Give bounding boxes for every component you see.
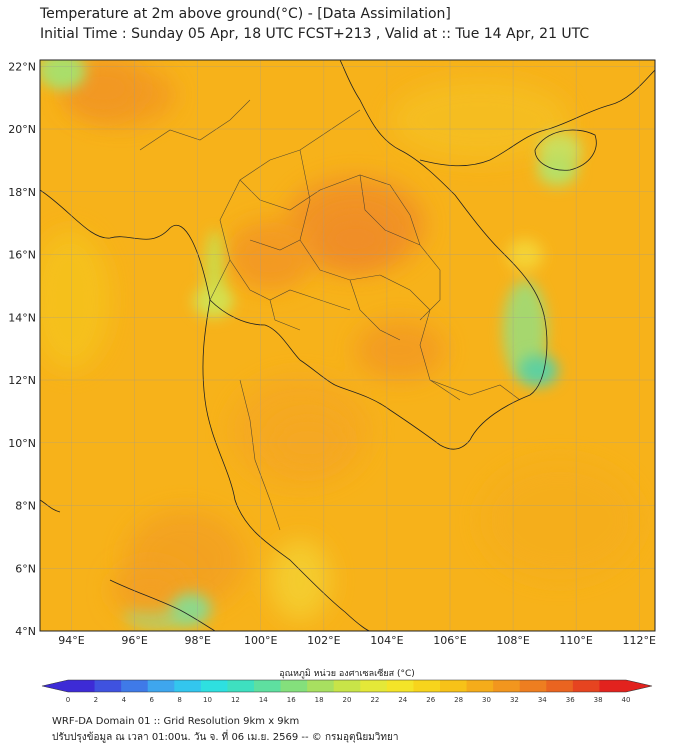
- colorbar-tick-label: 12: [231, 696, 240, 704]
- lon-tick-label: 110°E: [559, 634, 592, 647]
- cool-zone-tenasserim-hills: [193, 285, 234, 318]
- colorbar-segment: [599, 680, 627, 692]
- colorbar-tick-label: 14: [259, 696, 268, 704]
- colorbar-segment: [200, 680, 228, 692]
- chart-title-line1: Temperature at 2m above ground(°C) - [Da…: [40, 6, 451, 22]
- footer-line2: ปรับปรุงข้อมูล ณ เวลา 01:00น. วัน จ. ที่…: [52, 732, 399, 743]
- lon-tick-label: 100°E: [244, 634, 277, 647]
- colorbar-segment: [121, 680, 149, 692]
- temperature-field: [40, 60, 640, 629]
- colorbar-max-arrow: [626, 680, 652, 692]
- colorbar-segment: [307, 680, 335, 692]
- lat-tick-label: 16°N: [8, 249, 36, 262]
- colorbar-tick-label: 24: [398, 696, 407, 704]
- colorbar-tick-label: 8: [177, 696, 181, 704]
- colorbar-segment: [227, 680, 255, 692]
- lat-tick-label: 4°N: [15, 625, 36, 638]
- colorbar-tick-label: 6: [149, 696, 154, 704]
- colorbar-segment: [94, 680, 122, 692]
- lat-tick-label: 10°N: [8, 437, 36, 450]
- lon-tick-label: 104°E: [370, 634, 403, 647]
- warm-zone-andaman-south: [112, 564, 189, 617]
- warm-zone-central-plain: [232, 234, 309, 287]
- colorbar-tick-label: 32: [510, 696, 519, 704]
- colorbar: [41, 679, 653, 693]
- coastlines: [40, 60, 655, 631]
- colorbar-segment: [147, 680, 175, 692]
- colorbar-tick-label: 18: [315, 696, 324, 704]
- colorbar-segment: [386, 680, 414, 692]
- colorbar-segment: [254, 680, 282, 692]
- colorbar-tick-label: 2: [94, 696, 98, 704]
- colorbar-tick-label: 0: [66, 696, 70, 704]
- colorbar-min-arrow: [42, 680, 68, 692]
- colorbar-segment: [68, 680, 96, 692]
- lon-tick-label: 112°E: [623, 634, 656, 647]
- lon-tick-label: 106°E: [433, 634, 466, 647]
- colorbar-tick-label: 4: [122, 696, 127, 704]
- colorbar-tick-label: 10: [203, 696, 212, 704]
- colorbar-outline: [41, 679, 653, 693]
- cool-zone-myanmar-northwest: [45, 60, 86, 89]
- lon-tick-label: 96°E: [121, 634, 147, 647]
- colorbar-tick-label: 30: [482, 696, 491, 704]
- lat-tick-label: 12°N: [8, 374, 36, 387]
- colorbar-segment: [466, 680, 494, 692]
- cool-zone-vietnam-highlands: [518, 354, 559, 387]
- colorbar-segment: [280, 680, 308, 692]
- colorbar-segment: [360, 680, 388, 692]
- cool-zone-sumatra-north: [171, 593, 212, 626]
- lat-tick-label: 8°N: [15, 500, 36, 513]
- map-frame: [39, 59, 656, 632]
- colorbar-tick-label: 20: [343, 696, 352, 704]
- chart-title-line2: Initial Time : Sunday 05 Apr, 18 UTC FCS…: [40, 26, 590, 42]
- lon-tick-label: 98°E: [184, 634, 210, 647]
- colorbar-segment: [174, 680, 202, 692]
- admin-borders: [139, 99, 521, 531]
- colorbar-segment: [546, 680, 574, 692]
- colorbar-tick-label: 26: [426, 696, 435, 704]
- lat-tick-label: 14°N: [8, 311, 36, 324]
- footer-line1: WRF-DA Domain 01 :: Grid Resolution 9km …: [52, 716, 300, 727]
- lon-tick-label: 108°E: [496, 634, 529, 647]
- colorbar-segment: [572, 680, 600, 692]
- lat-tick-label: 20°N: [8, 123, 36, 136]
- colorbar-tick-label: 28: [454, 696, 463, 704]
- lon-tick-label: 94°E: [58, 634, 84, 647]
- colorbar-tick-label: 40: [622, 696, 631, 704]
- lat-tick-label: 22°N: [8, 60, 36, 73]
- colorbar-tick-label: 16: [287, 696, 296, 704]
- colorbar-segment: [493, 680, 521, 692]
- colorbar-tick-label: 38: [594, 696, 603, 704]
- colorbar-label: อุณหภูมิ หน่วย องศาเซลเซียส (°C): [279, 668, 415, 679]
- colorbar-segment: [413, 680, 441, 692]
- colorbar-segment: [519, 680, 547, 692]
- colorbar-segment: [440, 680, 468, 692]
- lat-tick-label: 6°N: [15, 562, 36, 575]
- colorbar-tick-label: 22: [370, 696, 379, 704]
- colorbar-segment: [333, 680, 361, 692]
- lat-tick-label: 18°N: [8, 186, 36, 199]
- colorbar-tick-label: 34: [538, 696, 547, 704]
- lon-tick-label: 102°E: [307, 634, 340, 647]
- warm-zone-northeast-thailand: [317, 212, 394, 265]
- colorbar-tick-label: 36: [566, 696, 575, 704]
